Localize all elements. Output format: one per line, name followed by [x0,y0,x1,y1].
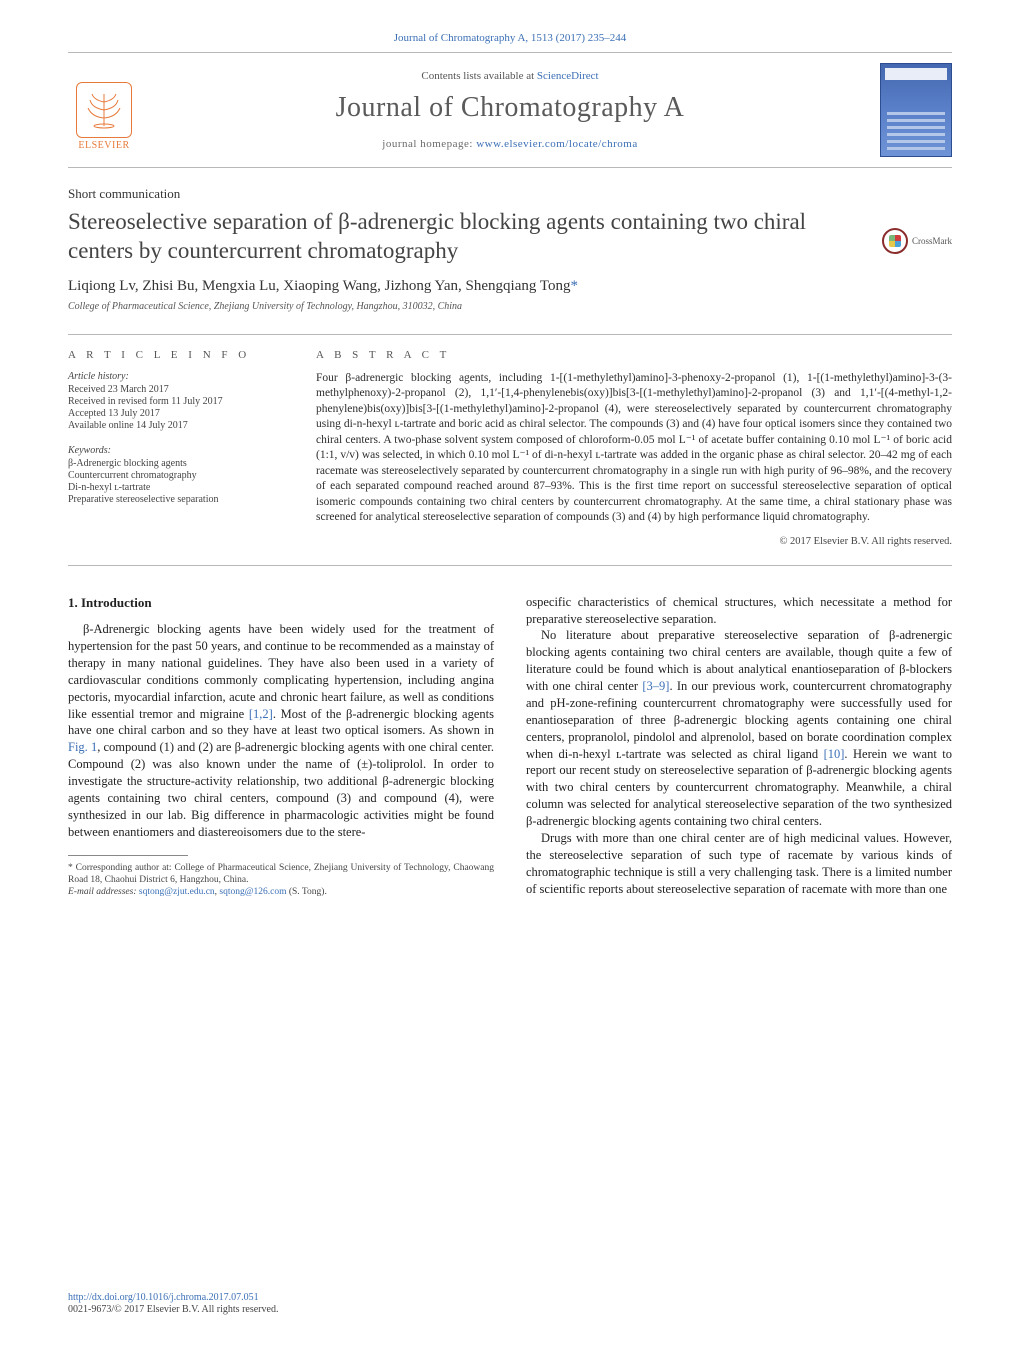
crossmark-badge[interactable]: CrossMark [882,228,952,254]
affiliation: College of Pharmaceutical Science, Zheji… [68,301,952,312]
date-accepted: Accepted 13 July 2017 [68,408,282,419]
abstract-copyright: © 2017 Elsevier B.V. All rights reserved… [316,536,952,547]
contents-prefix: Contents lists available at [421,70,536,82]
email-link-2[interactable]: sqtong@126.com [219,887,286,897]
abstract-body: Four β-adrenergic blocking agents, inclu… [316,371,952,526]
sciencedirect-link[interactable]: ScienceDirect [537,70,599,82]
keyword: Countercurrent chromatography [68,470,282,481]
history-title: Article history: [68,371,282,382]
article-info-heading: A R T I C L E I N F O [68,349,282,361]
author-names: Liqiong Lv, Zhisi Bu, Mengxia Lu, Xiaopi… [68,278,570,294]
intro-paragraph-1: β-Adrenergic blocking agents have been w… [68,621,494,840]
intro-paragraph-2: No literature about preparative stereose… [526,627,952,830]
elsevier-logo[interactable]: ELSEVIER [68,69,140,151]
citation-link[interactable]: [1,2] [249,707,273,721]
abstract-heading: A B S T R A C T [316,349,952,361]
elsevier-label: ELSEVIER [78,140,129,151]
intro-carryover: ospecific characteristics of chemical st… [526,594,952,628]
corresponding-mark: * [570,278,578,294]
crossmark-label: CrossMark [912,236,952,246]
article-info-block: A R T I C L E I N F O Article history: R… [68,349,282,547]
crossmark-icon [882,228,908,254]
issue-citation[interactable]: Journal of Chromatography A, 1513 (2017)… [68,32,952,44]
doi-link[interactable]: http://dx.doi.org/10.1016/j.chroma.2017.… [68,1292,278,1303]
article-title: Stereoselective separation of β-adrenerg… [68,208,952,266]
keywords-title: Keywords: [68,445,282,456]
keyword: β-Adrenergic blocking agents [68,458,282,469]
right-column: ospecific characteristics of chemical st… [526,594,952,899]
intro-p1c: , compound (1) and (2) are β-adrenergic … [68,740,494,838]
contents-line: Contents lists available at ScienceDirec… [152,70,868,82]
body-columns: 1. Introduction β-Adrenergic blocking ag… [68,594,952,899]
email-footnote: E-mail addresses: sqtong@zjut.edu.cn, sq… [68,886,494,898]
journal-homepage: journal homepage: www.elsevier.com/locat… [152,138,868,150]
journal-cover-thumb[interactable] [880,63,952,157]
issn-copyright: 0021-9673/© 2017 Elsevier B.V. All right… [68,1304,278,1315]
corresponding-footnote: * Corresponding author at: College of Ph… [68,862,494,887]
left-column: 1. Introduction β-Adrenergic blocking ag… [68,594,494,899]
elsevier-tree-icon [76,82,132,138]
email-tail: (S. Tong). [286,887,326,897]
keyword: Di-n-hexyl ʟ-tartrate [68,482,282,493]
date-received: Received 23 March 2017 [68,384,282,395]
date-online: Available online 14 July 2017 [68,420,282,431]
journal-center: Contents lists available at ScienceDirec… [140,70,880,150]
abstract-block: A B S T R A C T Four β-adrenergic blocki… [316,349,952,547]
footer-block: http://dx.doi.org/10.1016/j.chroma.2017.… [68,1292,278,1315]
email-label: E-mail addresses: [68,887,139,897]
section-heading-intro: 1. Introduction [68,594,494,612]
email-link-1[interactable]: sqtong@zjut.edu.cn [139,887,215,897]
intro-paragraph-3: Drugs with more than one chiral center a… [526,830,952,898]
journal-title: Journal of Chromatography A [152,92,868,124]
homepage-prefix: journal homepage: [382,138,476,150]
keyword: Preparative stereoselective separation [68,494,282,505]
date-revised: Received in revised form 11 July 2017 [68,396,282,407]
article-meta: A R T I C L E I N F O Article history: R… [68,334,952,566]
citation-link[interactable]: [10] [824,747,845,761]
citation-link[interactable]: [3–9] [642,679,669,693]
journal-header: ELSEVIER Contents lists available at Sci… [68,52,952,168]
footnote-rule [68,855,188,856]
figure-link[interactable]: Fig. 1 [68,740,97,754]
author-list: Liqiong Lv, Zhisi Bu, Mengxia Lu, Xiaopi… [68,278,952,295]
homepage-url[interactable]: www.elsevier.com/locate/chroma [476,138,638,150]
article-type-label: Short communication [68,186,952,202]
